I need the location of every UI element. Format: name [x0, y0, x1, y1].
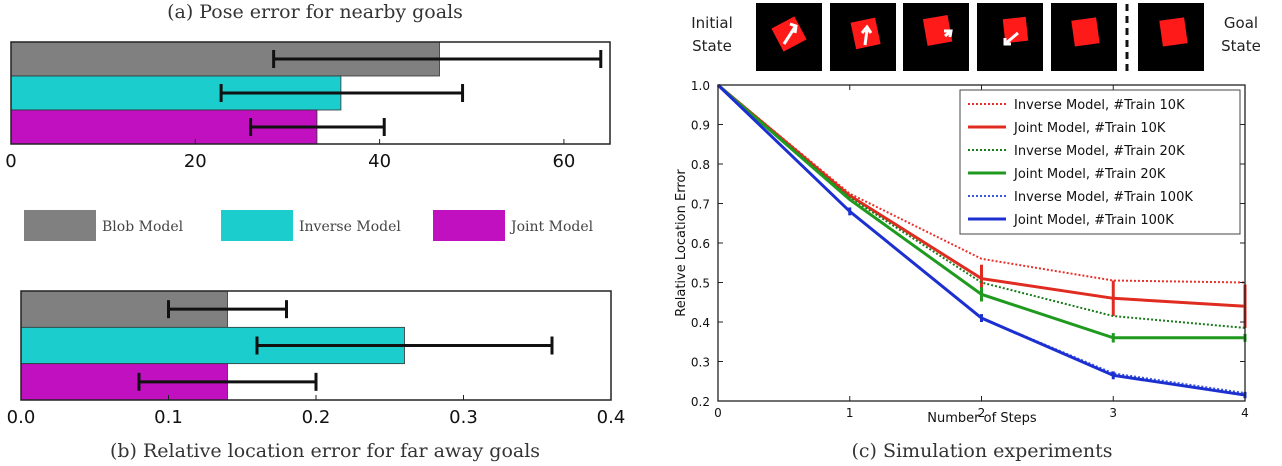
chart-b-xtick-label-1: 0.1 — [154, 407, 183, 428]
goal-state-label-2: State — [1221, 37, 1261, 55]
chart-c-legend: Inverse Model, #Train 10K Joint Model, #T… — [959, 89, 1241, 235]
shared-legend-swatch-2 — [433, 210, 505, 241]
chart-b-xtick-label-2: 0.2 — [302, 407, 331, 428]
chart-c-legend-label-4: Inverse Model, #Train 100K — [1014, 190, 1193, 205]
state-frame-3 — [903, 3, 969, 71]
shared-legend: Blob Model Inverse Model Joint Model — [24, 210, 594, 241]
chart-c-legend-label-5: Joint Model, #Train 100K — [1013, 213, 1174, 228]
shared-legend-label-1: Inverse Model — [299, 219, 401, 235]
initial-state-label-2: State — [692, 37, 732, 55]
state-strip: Initial State Goal State — [691, 3, 1261, 72]
chart-a-xtick-label-1: 20 — [184, 151, 207, 172]
shared-legend-label-2: Joint Model — [509, 219, 594, 235]
shared-legend-label-0: Blob Model — [102, 219, 184, 235]
chart-b: 0.0 0.1 0.2 0.3 0.4 (b) Relative location er… — [7, 290, 626, 462]
chart-c-ytick-label-6: 0.4 — [691, 316, 710, 330]
chart-b-xtick-label-4: 0.4 — [597, 407, 626, 428]
state-frame-1 — [756, 3, 822, 71]
chart-c-xtick-label-4: 4 — [1241, 406, 1249, 420]
chart-a-xtick-label-3: 60 — [552, 151, 575, 172]
chart-c-xtick-label-2: 2 — [978, 406, 986, 420]
chart-c-legend-label-3: Joint Model, #Train 20K — [1013, 167, 1166, 182]
chart-c-legend-label-1: Joint Model, #Train 10K — [1013, 121, 1166, 136]
chart-c-xlabel: Number of Steps — [927, 411, 1037, 426]
state-frame-goal — [1138, 3, 1204, 71]
chart-a-frame — [10, 41, 611, 145]
shared-legend-swatch-0 — [24, 210, 96, 241]
chart-c-ytick-label-2: 0.8 — [691, 158, 710, 172]
chart-a-xtick-label-2: 40 — [368, 151, 391, 172]
chart-c-ytick-label-7: 0.3 — [691, 356, 710, 370]
shared-legend-swatch-1 — [221, 210, 293, 241]
chart-a-xtick-label-0: 0 — [5, 151, 16, 172]
chart-c-ytick-label-1: 0.9 — [691, 119, 710, 133]
goal-state-label-1: Goal — [1224, 14, 1258, 32]
chart-a-title: (a) Pose error for nearby goals — [167, 1, 463, 23]
chart-c-ytick-label-8: 0.2 — [691, 395, 710, 409]
state-frame-5 — [1051, 3, 1117, 71]
chart-c-legend-box — [959, 89, 1241, 235]
chart-c-ylabel: Relative Location Error — [674, 169, 689, 317]
state-frame-4 — [977, 3, 1043, 71]
chart-c-ytick-label-3: 0.7 — [691, 198, 710, 212]
chart-c-legend-label-2: Inverse Model, #Train 20K — [1014, 144, 1185, 159]
chart-c: 1.0 0.9 0.8 0.7 0.6 0.5 0.4 0.3 0.2 0 1 2 3 4 Number … — [674, 79, 1249, 462]
chart-b-xtick-label-0: 0.0 — [7, 407, 36, 428]
chart-c-xtick-label-1: 1 — [846, 406, 854, 420]
chart-c-ytick-label-0: 1.0 — [691, 79, 710, 93]
chart-c-title: (c) Simulation experiments — [851, 440, 1112, 462]
chart-b-xtick-label-3: 0.3 — [449, 407, 478, 428]
chart-c-xtick-label-3: 3 — [1109, 406, 1117, 420]
chart-a: (a) Pose error for nearby goals 0 20 40 60 — [5, 1, 611, 172]
chart-c-xtick-label-0: 0 — [714, 406, 722, 420]
chart-c-legend-label-0: Inverse Model, #Train 10K — [1014, 98, 1185, 113]
chart-c-ytick-label-4: 0.6 — [691, 237, 710, 251]
chart-c-ytick-label-5: 0.5 — [691, 277, 710, 291]
chart-b-title: (b) Relative location error for far away… — [110, 440, 540, 462]
initial-state-label-1: Initial — [691, 14, 733, 32]
state-frame-2 — [830, 3, 896, 71]
